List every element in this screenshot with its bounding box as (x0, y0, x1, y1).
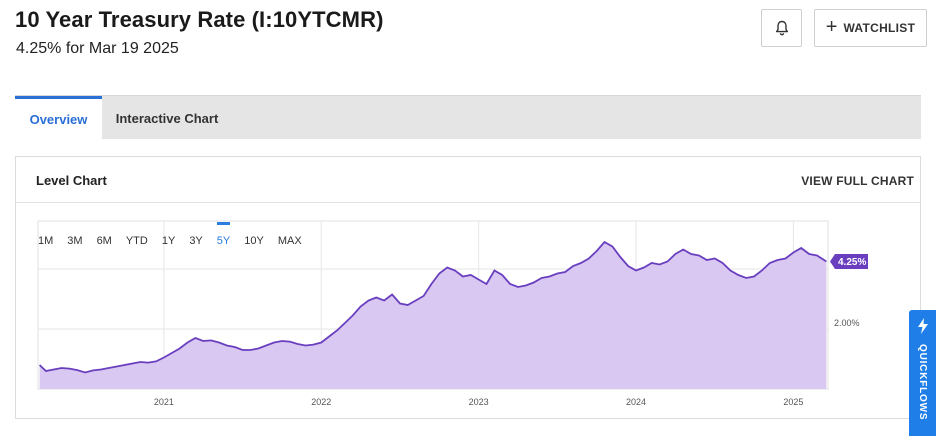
current-value-badge-shape (830, 254, 868, 269)
quickflows-label: QUICKFLOWS (917, 344, 928, 421)
range-option-10y[interactable]: 10Y (244, 235, 264, 247)
range-option-6m[interactable]: 6M (96, 235, 112, 247)
x-tick-label: 2021 (154, 397, 174, 407)
x-axis-ticks: 2021 2022 2023 2024 2025 (154, 397, 804, 407)
alert-bell-button[interactable] (761, 9, 802, 47)
add-to-watchlist-button[interactable]: + WATCHLIST (814, 9, 927, 47)
watchlist-label: WATCHLIST (843, 21, 916, 35)
level-chart[interactable]: 2021 2022 2023 2024 2025 2.00% 4.25% (16, 157, 920, 418)
quickflows-button[interactable]: QUICKFLOWS (909, 310, 936, 436)
x-tick-label: 2025 (783, 397, 803, 407)
lightning-icon (917, 318, 928, 334)
view-full-chart-link[interactable]: VIEW FULL CHART (801, 174, 914, 188)
rate-series-line (38, 240, 827, 374)
range-option-1m[interactable]: 1M (38, 235, 54, 247)
x-tick-label: 2023 (469, 397, 489, 407)
range-selector: 1M 3M 6M YTD 1Y 3Y 5Y 10Y MAX (38, 219, 316, 247)
panel-title: Level Chart (36, 173, 107, 188)
range-option-3m[interactable]: 3M (67, 235, 83, 247)
panel-header: Level Chart VIEW FULL CHART (16, 157, 920, 203)
plus-icon: + (825, 16, 838, 38)
x-tick-label: 2022 (311, 397, 331, 407)
current-value-label: 4.25% (838, 257, 866, 268)
tab-bar: Overview Interactive Chart (15, 95, 921, 140)
range-option-1y[interactable]: 1Y (161, 235, 176, 247)
current-rate-subtitle: 4.25% for Mar 19 2025 (16, 40, 179, 57)
rate-area-fill (39, 242, 827, 389)
tab-overview[interactable]: Overview (15, 96, 102, 140)
page-title: 10 Year Treasury Rate (I:10YTCMR) (15, 7, 384, 32)
tab-interactive-chart[interactable]: Interactive Chart (115, 110, 219, 126)
current-value-badge: 4.25% (830, 254, 868, 269)
range-option-5y[interactable]: 5Y (216, 219, 231, 247)
x-tick-label: 2024 (626, 397, 646, 407)
range-option-3y[interactable]: 3Y (189, 235, 203, 247)
y-tick-label: 2.00% (834, 318, 860, 328)
bell-icon (775, 20, 788, 36)
range-option-ytd[interactable]: YTD (125, 235, 148, 247)
level-chart-panel: Level Chart VIEW FULL CHART 2021 2022 2023… (15, 156, 921, 419)
range-option-max[interactable]: MAX (277, 235, 302, 247)
